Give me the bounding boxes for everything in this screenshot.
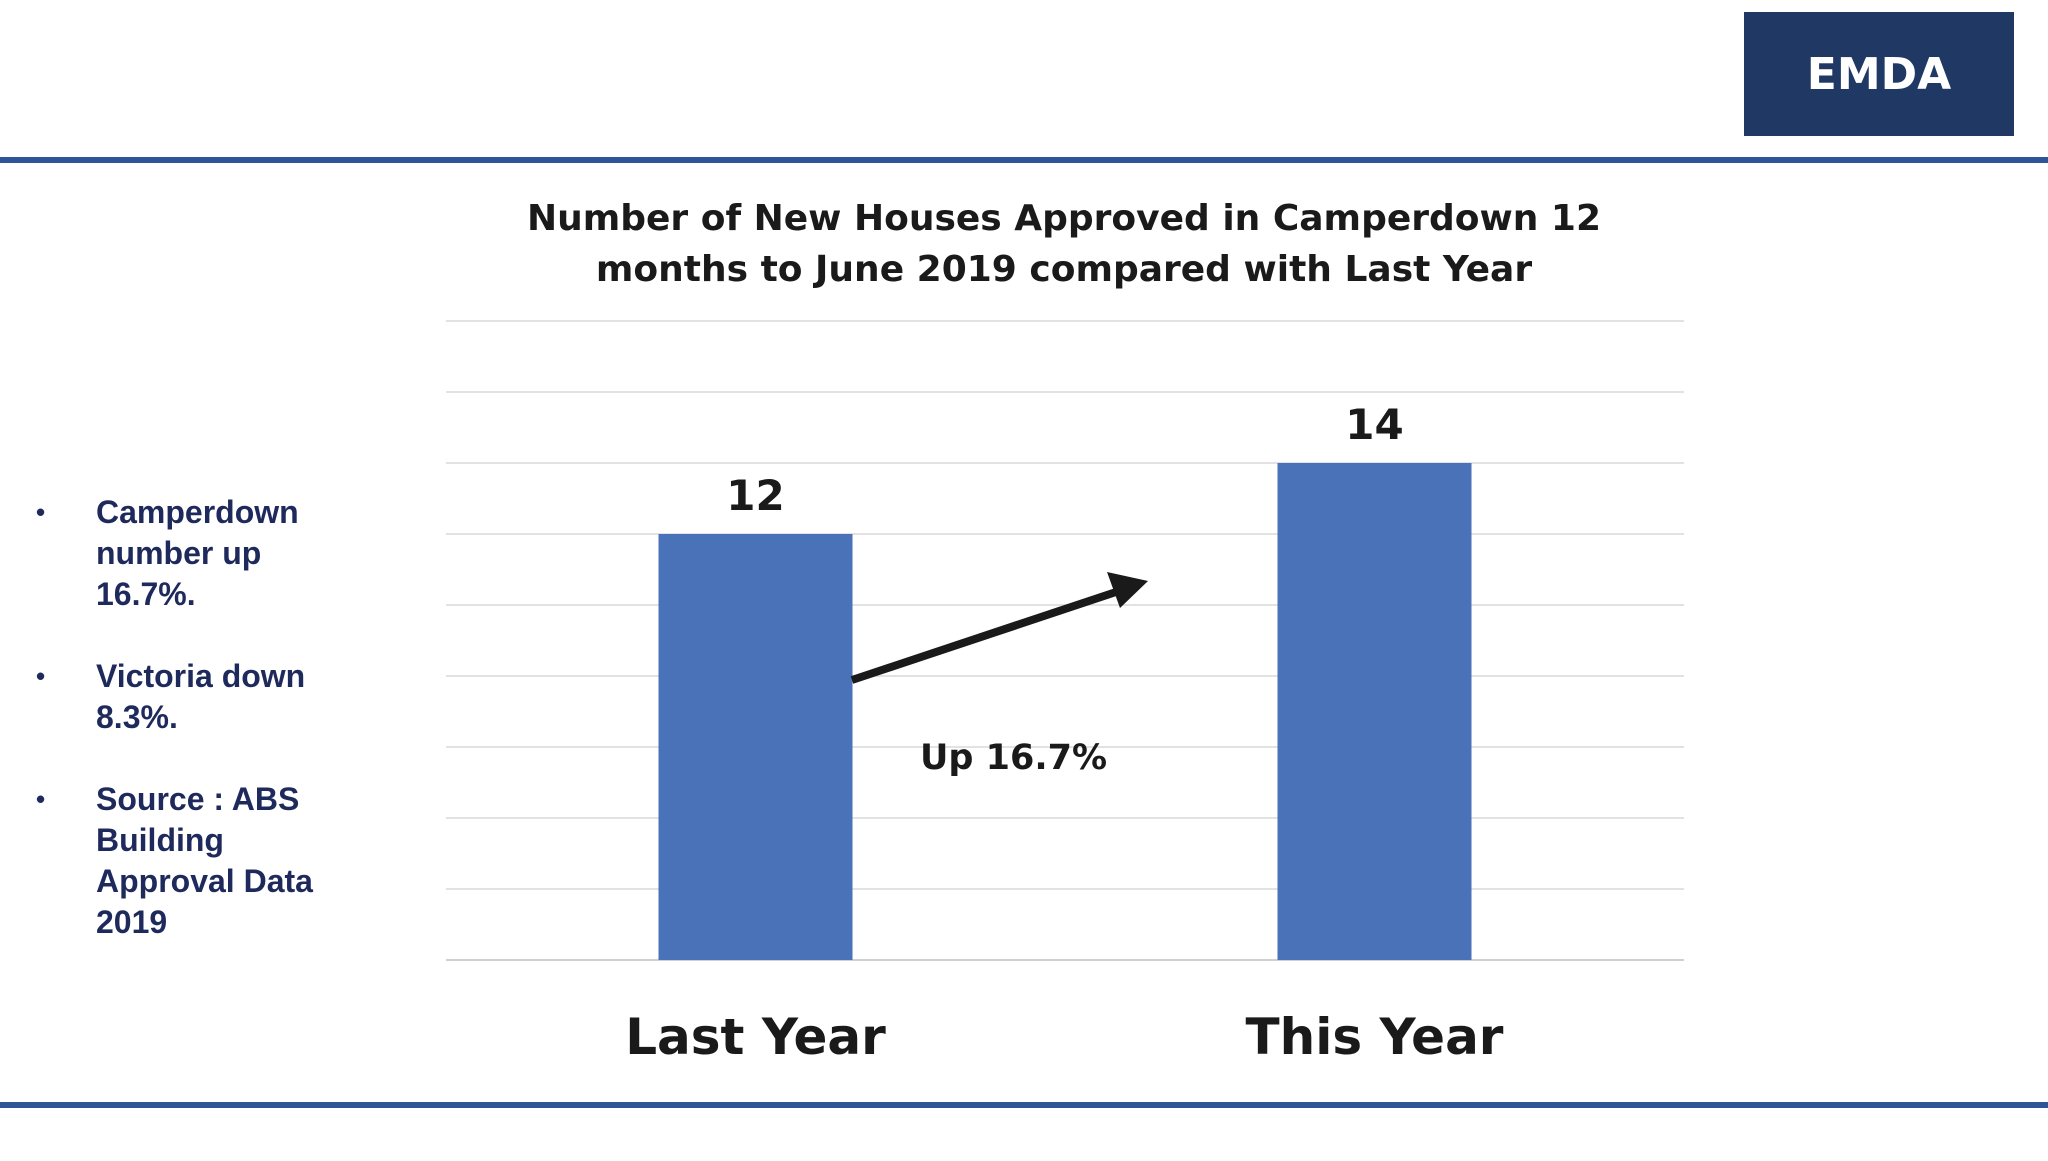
bullet-dot-icon: • <box>36 497 46 527</box>
bullet-item: • Camperdown number up 16.7%. <box>36 492 366 615</box>
bullet-text: Victoria down 8.3%. <box>96 658 306 735</box>
chart-title-line-2: months to June 2019 compared with Last Y… <box>596 249 1532 290</box>
bars <box>658 463 1472 960</box>
gridlines <box>446 320 1684 961</box>
bullet-text: Source : ABS Building Approval Data 2019 <box>96 781 313 940</box>
annotation: Up 16.7% <box>850 572 1148 778</box>
x-tick-label: This Year <box>1246 1008 1504 1066</box>
annotation-text: Up 16.7% <box>920 738 1107 778</box>
data-label: 12 <box>726 471 784 520</box>
arrowhead-icon <box>1107 572 1148 608</box>
bullet-item: • Source : ABS Building Approval Data 20… <box>36 779 366 943</box>
bottom-divider <box>0 1102 2048 1108</box>
bullet-dot-icon: • <box>36 661 46 691</box>
bullet-item: • Victoria down 8.3%. <box>36 656 366 738</box>
emda-logo: EMDA <box>1744 12 2014 136</box>
bullet-list: • Camperdown number up 16.7%. • Victoria… <box>36 492 366 984</box>
bar-this-year <box>1277 463 1472 960</box>
bullet-text: Camperdown number up 16.7%. <box>96 494 299 612</box>
logo-text: EMDA <box>1806 48 1952 100</box>
chart-title-line-1: Number of New Houses Approved in Camperd… <box>527 198 1601 239</box>
bar-last-year <box>658 534 853 960</box>
top-divider <box>0 157 2048 163</box>
up-arrow-icon <box>850 586 1124 684</box>
data-label: 14 <box>1345 400 1403 449</box>
bullet-dot-icon: • <box>36 784 46 814</box>
x-tick-label: Last Year <box>625 1008 886 1066</box>
labels: 12 Last Year 14 This Year <box>625 400 1504 1066</box>
